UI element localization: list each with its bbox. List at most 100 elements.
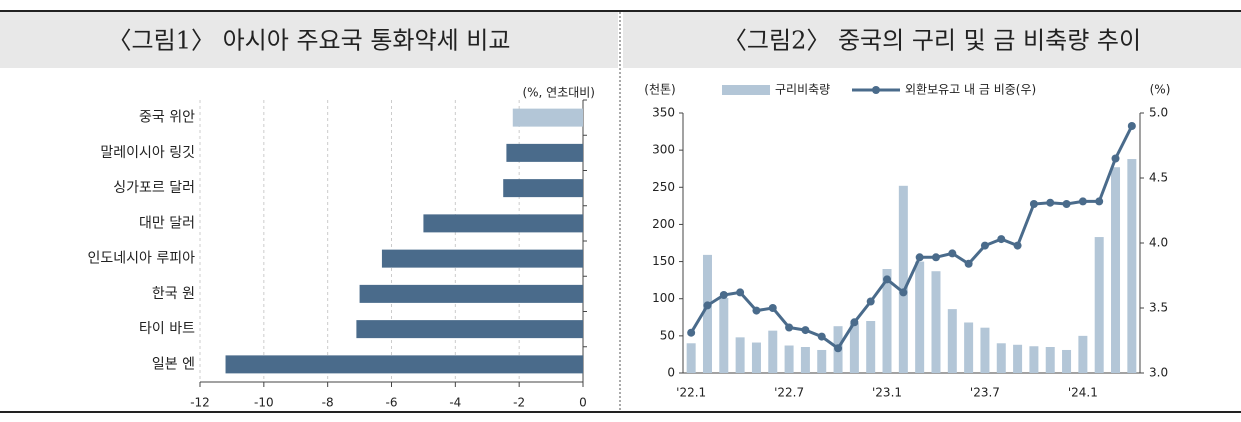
point	[1095, 197, 1104, 206]
point	[817, 332, 826, 341]
y-tick-label: 타이 바트	[139, 321, 195, 337]
y2-axis-label: (%)	[1150, 83, 1171, 97]
y-tick-label: 한국 원	[152, 286, 195, 302]
bar	[506, 143, 583, 162]
bar	[817, 349, 827, 373]
y-tick-label: 300	[652, 143, 675, 157]
point	[1013, 241, 1022, 250]
x-tick-label: 0	[579, 396, 587, 410]
title-bar	[0, 12, 618, 68]
bar	[866, 321, 876, 373]
point	[719, 291, 728, 299]
bar	[882, 269, 892, 373]
bar	[996, 343, 1006, 373]
point	[1078, 197, 1087, 206]
bar	[1127, 159, 1137, 373]
x-tick-label: -6	[386, 396, 398, 410]
title-bar	[623, 12, 1241, 68]
bar	[686, 343, 696, 373]
y-tick-label: 200	[652, 217, 675, 231]
point	[1127, 122, 1136, 130]
bar	[964, 322, 974, 373]
y2-tick-label: 4.0	[1149, 236, 1168, 250]
bar	[1029, 346, 1039, 373]
point	[703, 301, 712, 310]
legend-swatch	[722, 85, 770, 95]
x-tick-label: '22.7	[774, 386, 804, 400]
bar	[423, 214, 583, 233]
y2-tick-label: 5.0	[1149, 106, 1168, 120]
y-tick-label: 싱가포르 달러	[113, 180, 195, 196]
bar	[768, 330, 778, 373]
y-tick-label: 150	[652, 254, 675, 268]
bar	[381, 249, 583, 268]
chart-title: 〈그림1〉 아시아 주요국 통화약세 비교	[108, 27, 511, 55]
bar	[800, 347, 810, 373]
bar	[735, 337, 745, 373]
x-tick-label: '24.1	[1068, 386, 1098, 400]
point	[964, 259, 973, 268]
point	[687, 328, 696, 337]
y-tick-label: 50	[660, 328, 675, 342]
y-tick-label: 250	[652, 180, 675, 194]
line	[689, 125, 1134, 351]
point	[850, 318, 859, 327]
bar	[1078, 335, 1088, 373]
y2-tick-label: 3.5	[1149, 301, 1168, 315]
point	[915, 253, 924, 262]
point	[899, 288, 908, 297]
y2-tick-label: 4.5	[1149, 171, 1168, 185]
point	[736, 288, 745, 297]
bar	[1045, 347, 1055, 373]
bar	[359, 284, 583, 303]
bar	[702, 254, 712, 373]
bar	[784, 345, 794, 373]
point	[931, 253, 940, 262]
point	[785, 323, 794, 332]
x-tick-label: -4	[449, 396, 461, 410]
point	[948, 249, 957, 258]
x-tick-label: -10	[254, 396, 274, 410]
y-tick-label: 일본 엔	[152, 356, 195, 372]
x-tick-label: -12	[190, 396, 210, 410]
y-tick-label: 100	[652, 291, 675, 305]
y-tick-label: 대만 달러	[139, 215, 195, 231]
point	[834, 344, 843, 353]
x-tick-label: -8	[322, 396, 334, 410]
chart-title: 〈그림2〉 중국의 구리 및 금 비축량 추이	[723, 27, 1141, 55]
bar	[356, 320, 583, 339]
bar	[1111, 167, 1121, 373]
bar	[1013, 344, 1023, 373]
bar	[898, 185, 908, 373]
bar	[1062, 349, 1072, 373]
bar	[503, 179, 583, 198]
bar	[719, 297, 729, 373]
bar	[512, 108, 583, 127]
point	[883, 275, 892, 284]
bar	[915, 261, 925, 373]
point	[752, 306, 761, 315]
point	[1046, 198, 1055, 207]
point	[1111, 154, 1120, 163]
y-axis-label: (천톤)	[644, 82, 675, 97]
y-tick-label: 350	[652, 106, 675, 120]
bar	[751, 342, 761, 373]
y2-tick-label: 3.0	[1149, 366, 1168, 380]
bar	[225, 355, 584, 374]
x-tick-label: '23.7	[970, 386, 1000, 400]
legend-swatch	[872, 86, 880, 94]
unit-label: (%, 연초대비)	[522, 86, 595, 100]
bar	[849, 323, 859, 373]
y-tick-label: 0	[667, 366, 675, 380]
bar	[1094, 237, 1104, 373]
x-tick-label: '23.1	[872, 386, 902, 400]
legend-label: 구리비축량	[775, 83, 830, 97]
point	[768, 304, 777, 312]
x-tick-label: '22.1	[676, 386, 706, 400]
point	[997, 235, 1006, 244]
legend-label: 외환보유고 내 금 비중(우)	[905, 83, 1036, 97]
point	[980, 241, 989, 250]
x-tick-label: -2	[513, 396, 525, 410]
